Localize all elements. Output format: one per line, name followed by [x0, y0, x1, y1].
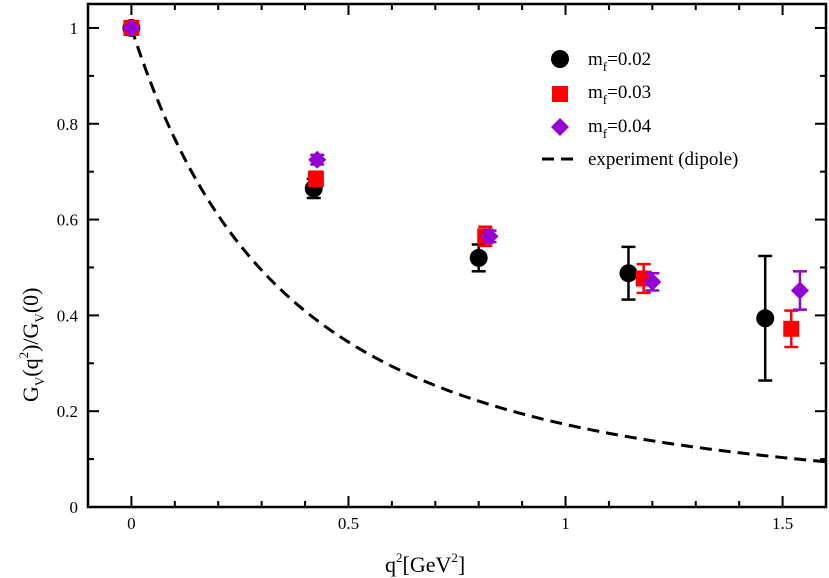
plot-frame [86, 2, 828, 509]
legend-marker-0 [551, 50, 569, 68]
y-tick-label: 1 [70, 19, 79, 38]
x-tick-label: 0.5 [338, 514, 359, 533]
data-point-diamond [308, 150, 327, 169]
plot-area: 0 0.5 1 1.5 0 0.2 0.4 0.6 0.8 1 [57, 2, 828, 533]
data-point-diamond [790, 281, 809, 300]
data-point-diamond [122, 18, 141, 37]
data-point-diamond [480, 227, 499, 246]
legend-marker-2 [551, 118, 569, 136]
data-point-circle [756, 309, 775, 328]
legend-label-0: mf=0.02 [588, 49, 651, 74]
y-tick-label: 0.2 [57, 402, 78, 421]
dipole-curve [129, 27, 827, 464]
data-point-diamond [643, 272, 662, 291]
legend-label-curve: experiment (dipole) [588, 149, 738, 170]
legend-label-1: mf=0.03 [588, 82, 651, 107]
data-point-circle [469, 248, 488, 267]
legend: mf=0.02 mf=0.03 mf=0.04 experiment (dipo… [542, 49, 738, 170]
x-tick-label: 0 [127, 514, 136, 533]
data-point-circle [619, 264, 638, 283]
legend-label-2: mf=0.04 [588, 116, 652, 141]
x-tick-label: 1.5 [772, 514, 793, 533]
x-axis-title: q2[GeV2] [385, 550, 465, 577]
y-tick-label: 0.8 [57, 115, 78, 134]
data-point-square [307, 170, 324, 187]
legend-marker-1 [552, 86, 568, 102]
y-tick-label: 0 [70, 498, 79, 517]
y-tick-label: 0.4 [57, 306, 79, 325]
x-tick-label: 1 [561, 514, 570, 533]
y-axis-title: GV(q2)/GV(0) [16, 288, 47, 402]
data-point-square [783, 320, 800, 337]
y-tick-label: 0.6 [57, 211, 78, 230]
